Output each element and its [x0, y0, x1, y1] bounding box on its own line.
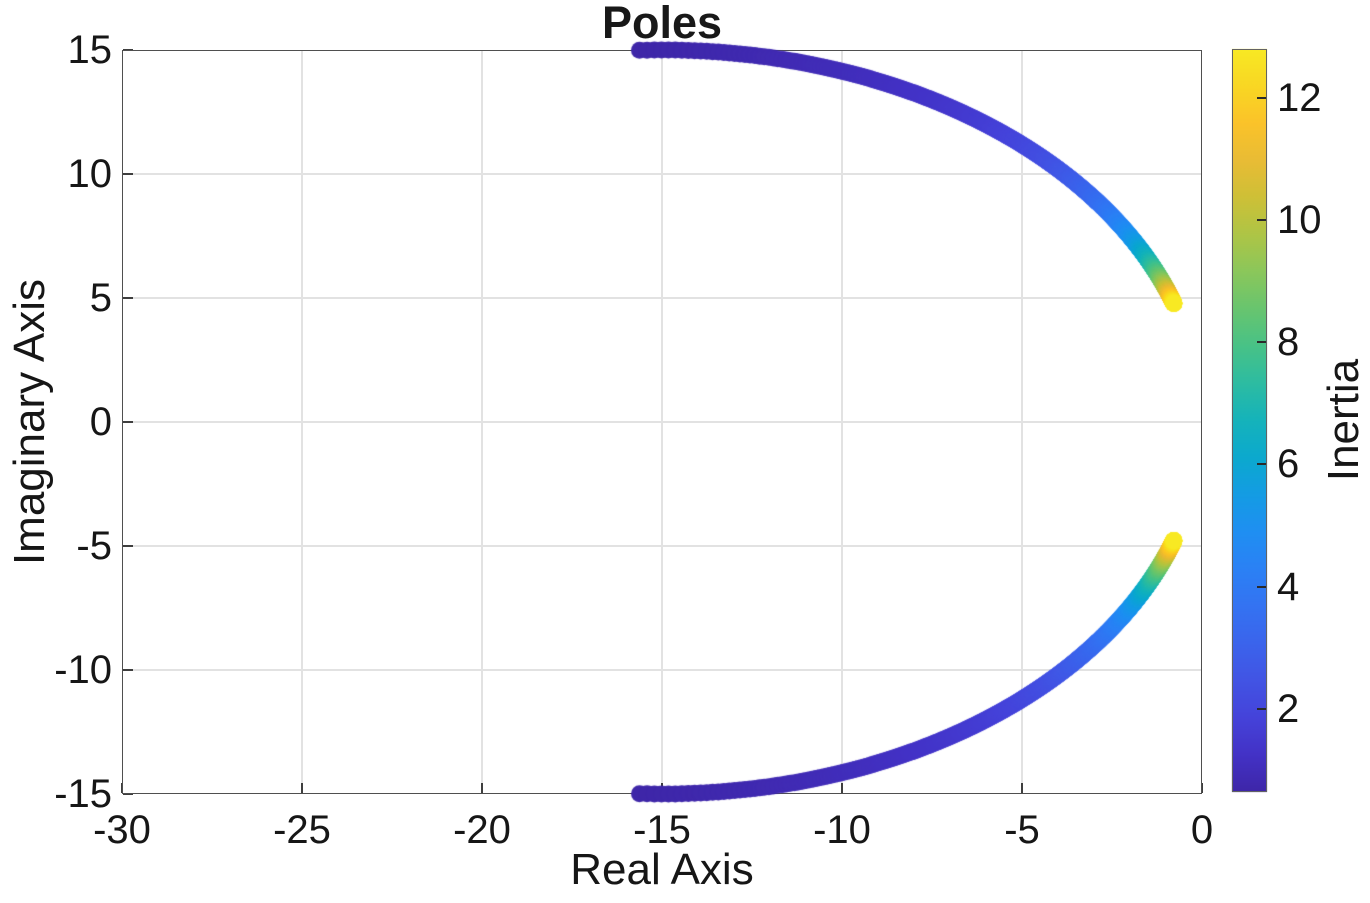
x-tick-label: -20	[453, 808, 511, 852]
x-axis-label: Real Axis	[570, 845, 754, 894]
y-tick-label: 0	[89, 400, 112, 444]
colorbar-tick-mark	[1257, 463, 1266, 466]
chart-title: Poles	[601, 0, 723, 48]
y-tick-label: 15	[67, 28, 113, 72]
x-tick-label: -5	[1004, 808, 1040, 852]
x-tick-label: -10	[813, 808, 871, 852]
y-tick-label: 10	[67, 152, 113, 196]
colorbar-tick-mark	[1257, 96, 1266, 99]
colorbar-tick-mark	[1257, 585, 1266, 588]
colorbar	[1232, 49, 1267, 792]
y-tick-label: -5	[76, 524, 112, 568]
x-tick-label: -25	[273, 808, 331, 852]
x-tick-label: 0	[1190, 808, 1214, 852]
y-tick-label: 5	[89, 276, 112, 320]
colorbar-tick-mark	[1257, 219, 1266, 222]
colorbar-tick-mark	[1257, 707, 1266, 710]
colorbar-tick-label: 2	[1277, 686, 1300, 731]
colorbar-tick-label: 10	[1277, 198, 1322, 243]
y-tick-label: -15	[54, 772, 112, 816]
x-tick-label: -30	[93, 808, 151, 852]
colorbar-tick-label: 6	[1277, 442, 1300, 487]
colorbar-tick-label: 4	[1277, 564, 1300, 609]
colorbar-tick-label: 12	[1277, 75, 1322, 120]
colorbar-tick-mark	[1257, 341, 1266, 344]
y-tick-label: -10	[54, 648, 112, 692]
x-tick-label: -15	[633, 808, 691, 852]
colorbar-tick-label: 8	[1277, 320, 1300, 365]
